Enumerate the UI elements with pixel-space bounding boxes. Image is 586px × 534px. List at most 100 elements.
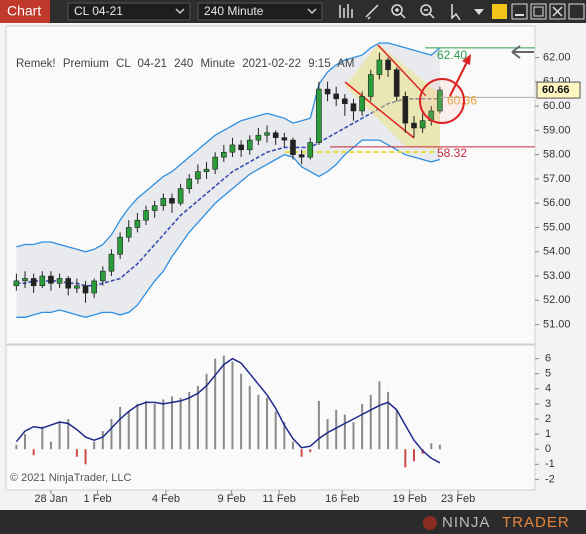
close-button[interactable]	[549, 3, 566, 20]
bars-icon[interactable]	[339, 4, 353, 18]
candle-body	[100, 270, 106, 282]
histogram-bar	[343, 414, 346, 450]
candle-body	[160, 198, 167, 206]
chart-title: Remek! Premium CL 04-21 240 Minute 2021-…	[16, 58, 354, 70]
candle-body	[203, 168, 210, 172]
menu-arrow[interactable]	[474, 9, 484, 15]
level-label: 62.40	[437, 48, 467, 62]
x-tick-label: 23 Feb	[441, 493, 475, 505]
y-tick-label: 53.00	[543, 270, 571, 282]
candle-body	[22, 278, 28, 282]
y-tick-label: -2	[545, 473, 555, 485]
candle-body	[117, 236, 123, 255]
histogram-bar	[24, 434, 27, 450]
y-tick-label: 58.00	[543, 149, 571, 161]
lower-band	[16, 139, 441, 318]
upper-band	[16, 42, 441, 253]
candle-body	[212, 156, 218, 170]
interval-selector[interactable]	[197, 2, 323, 21]
chart-tab[interactable]	[0, 0, 50, 23]
candle-body	[48, 275, 54, 284]
candle-body	[385, 59, 391, 70]
histogram-bar	[309, 449, 312, 453]
candle-body	[316, 88, 322, 143]
histogram-bar	[162, 399, 165, 450]
candle-body	[65, 278, 72, 289]
histogram-bar	[41, 426, 44, 450]
channel-line	[344, 81, 415, 139]
interval-label: 240 Minute	[204, 4, 264, 18]
candle-body	[143, 210, 149, 221]
y-tick-label: 60.00	[543, 100, 571, 112]
histogram-bar	[101, 431, 104, 450]
histogram-bar	[378, 381, 381, 450]
histogram-bar	[15, 444, 18, 450]
x-tick-label: 11 Feb	[262, 493, 295, 505]
pointer-icon[interactable]	[451, 4, 461, 21]
histogram-bar	[67, 419, 70, 450]
candle-body	[290, 139, 296, 155]
histogram-bar	[430, 443, 433, 450]
dropdown-arrow	[307, 8, 317, 15]
histogram-bar	[119, 406, 122, 450]
candle-body	[333, 93, 339, 100]
histogram-bar	[326, 419, 329, 450]
candle-body	[393, 69, 400, 97]
x-tick-label: 19 Feb	[393, 493, 427, 505]
minimize-button[interactable]	[511, 3, 528, 20]
instrument-label: CL 04-21	[74, 4, 123, 18]
candle-body	[125, 227, 132, 238]
histogram-bar	[136, 403, 139, 450]
histogram-bar	[395, 409, 398, 450]
zoom-in-icon[interactable]	[391, 4, 403, 16]
y-tick-label: -1	[545, 458, 555, 470]
candle-body	[229, 144, 236, 153]
candle-body	[324, 88, 331, 95]
histogram-bar	[127, 411, 130, 450]
candle-body	[402, 96, 409, 124]
target-arrowhead	[462, 54, 471, 65]
last-price-label: 60.66	[542, 84, 570, 96]
candle-body	[376, 59, 383, 75]
instrument-selector[interactable]	[67, 2, 191, 21]
y-tick-label: 54.00	[543, 246, 571, 258]
candle-body	[264, 132, 270, 136]
last-price-box	[536, 81, 581, 99]
histogram-bar	[231, 361, 234, 450]
maximize-button[interactable]	[530, 3, 547, 20]
histogram-bar	[361, 403, 364, 450]
histogram-bar	[196, 385, 199, 450]
histogram-bar	[145, 400, 148, 450]
y-tick-label: 3	[545, 398, 551, 410]
histogram-bar	[317, 400, 320, 450]
candle-body	[169, 198, 175, 204]
link-button[interactable]	[492, 4, 507, 19]
candle-body	[367, 74, 374, 97]
candle-body	[56, 278, 63, 284]
histogram-bar	[93, 441, 96, 450]
histogram-bar	[179, 397, 182, 450]
histogram-bar	[222, 355, 225, 450]
histogram-bar	[240, 373, 243, 450]
histogram-bar	[75, 449, 78, 457]
candle-body	[221, 151, 227, 158]
x-tick-label: 4 Feb	[152, 493, 180, 505]
candle-body	[437, 89, 443, 112]
candle-body	[186, 178, 193, 189]
histogram-bar	[266, 397, 269, 450]
candle-body	[177, 188, 184, 204]
logo-text: NINJA	[442, 514, 490, 531]
candle-body	[91, 280, 97, 294]
window-button[interactable]	[568, 3, 585, 20]
y-tick-label: 51.00	[543, 318, 571, 330]
draw-icon[interactable]	[365, 4, 379, 20]
y-tick-label: 52.00	[543, 294, 571, 306]
candle-body	[272, 132, 279, 138]
zoom-out-icon[interactable]	[420, 4, 432, 16]
candle-body	[30, 278, 37, 287]
y-tick-label: 1	[545, 428, 551, 440]
histogram-bar	[188, 391, 191, 450]
y-tick-label: 57.00	[543, 173, 571, 185]
